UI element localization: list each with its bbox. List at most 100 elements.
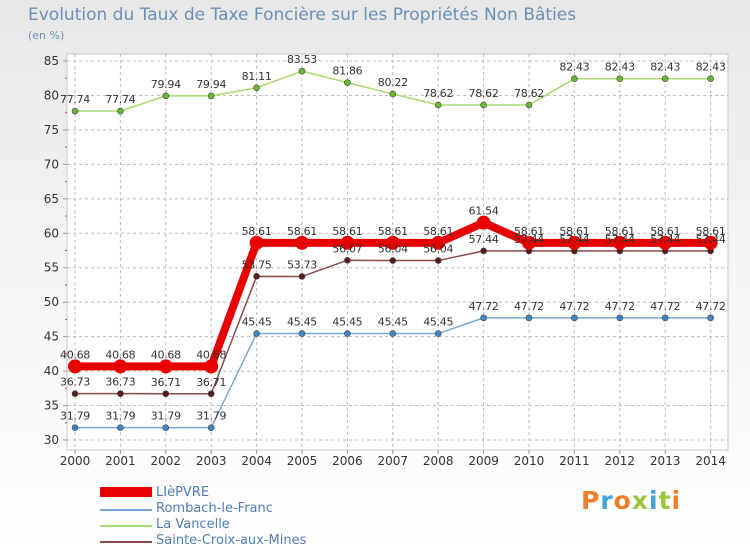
- data-label: 78.62: [423, 87, 453, 100]
- series-marker: [207, 92, 215, 100]
- series-marker: [298, 330, 306, 337]
- series-marker: [571, 314, 578, 322]
- brand-letter: t: [658, 486, 672, 515]
- series-marker: [525, 314, 533, 322]
- series-marker: [204, 359, 219, 374]
- data-label: 58.61: [287, 225, 317, 238]
- data-label: 58.61: [696, 225, 726, 238]
- series-marker: [480, 314, 487, 322]
- data-label: 40.68: [60, 348, 90, 361]
- data-label: 53.75: [242, 258, 272, 271]
- data-label: 36.71: [196, 376, 226, 389]
- data-label: 79.94: [151, 78, 181, 91]
- series-marker: [480, 247, 487, 255]
- data-label: 31.79: [196, 410, 226, 423]
- series-marker: [707, 314, 714, 322]
- y-tick-label: 65: [44, 192, 59, 206]
- series-marker: [434, 257, 442, 264]
- data-label: 40.68: [105, 348, 135, 361]
- series-marker: [707, 75, 714, 83]
- series-marker: [117, 107, 124, 115]
- chart-title: Evolution du Taux de Taxe Foncière sur l…: [28, 5, 577, 25]
- legend-item-sainte-croix: Sainte-Croix-aux-Mines: [100, 533, 400, 550]
- series-marker: [298, 67, 306, 75]
- y-tick-label: 70: [44, 157, 59, 171]
- proxiti-logo: Proxiti: [581, 486, 681, 515]
- x-tick-label: 2012: [605, 454, 636, 468]
- y-tick-label: 30: [44, 433, 59, 447]
- series-marker: [616, 75, 624, 83]
- series-marker: [207, 390, 215, 398]
- x-tick-label: 2013: [650, 454, 681, 468]
- brand-letter: r: [600, 486, 614, 515]
- data-label: 78.62: [469, 87, 499, 100]
- series-marker: [661, 314, 669, 322]
- legend-label-la-vancelle: La Vancelle: [156, 517, 230, 532]
- y-tick-label: 80: [44, 88, 59, 102]
- data-label: 45.45: [423, 316, 453, 329]
- data-label: 58.61: [559, 225, 589, 238]
- data-label: 47.72: [605, 300, 635, 313]
- series-marker: [117, 390, 124, 397]
- data-label: 80.22: [378, 76, 408, 89]
- data-label: 83.53: [287, 53, 317, 66]
- series-marker: [344, 330, 351, 337]
- series-marker: [113, 359, 128, 374]
- y-tick-label: 85: [44, 54, 59, 68]
- legend-item-la-vancelle: La Vancelle: [100, 517, 400, 534]
- data-label: 82.43: [605, 61, 635, 74]
- data-label: 57.44: [514, 233, 544, 246]
- series-marker: [431, 235, 446, 250]
- y-tick-label: 50: [44, 295, 59, 309]
- series-marker: [162, 424, 170, 431]
- x-tick-label: 2004: [241, 454, 272, 468]
- series-marker: [71, 424, 79, 431]
- data-label: 57.44: [696, 233, 726, 246]
- series-marker: [612, 235, 627, 250]
- series-marker: [476, 215, 491, 230]
- y-tick-label: 45: [44, 330, 59, 344]
- series-marker: [71, 107, 79, 115]
- data-label: 45.45: [242, 316, 272, 329]
- data-label: 56.04: [423, 243, 453, 256]
- data-label: 58.61: [650, 225, 680, 238]
- data-label: 31.79: [105, 410, 135, 423]
- data-label: 78.62: [514, 87, 544, 100]
- data-label: 53.73: [287, 258, 317, 271]
- data-label: 57.44: [605, 233, 635, 246]
- data-label: 56.04: [378, 243, 408, 256]
- data-label: 40.68: [151, 348, 181, 361]
- x-tick-label: 2000: [60, 454, 91, 468]
- legend-swatch-la-vancelle: [100, 525, 152, 527]
- data-label: 81.86: [332, 65, 362, 78]
- series-marker: [389, 90, 397, 98]
- legend-label-rombach: Rombach-le-Franc: [156, 501, 273, 516]
- series-marker: [162, 92, 170, 100]
- series-marker: [158, 359, 173, 374]
- series-marker: [298, 273, 306, 280]
- data-label: 79.94: [196, 78, 226, 91]
- x-tick-label: 2010: [514, 454, 545, 468]
- legend-label-sainte-croix: Sainte-Croix-aux-Mines: [156, 533, 307, 548]
- x-tick-label: 2006: [332, 454, 363, 468]
- chart-legend: LIèPVRE Rombach-le-Franc La Vancelle Sai…: [100, 485, 400, 550]
- data-label: 47.72: [514, 300, 544, 313]
- data-label: 58.61: [605, 225, 635, 238]
- data-label: 77.74: [105, 93, 135, 106]
- chart-unit-label: (en %): [28, 29, 65, 42]
- data-label: 36.73: [105, 376, 135, 389]
- legend-label-liepvre: LIèPVRE: [156, 485, 210, 500]
- data-label: 31.79: [60, 410, 90, 423]
- series-marker: [525, 101, 533, 109]
- series-marker: [616, 314, 624, 322]
- legend-item-rombach: Rombach-le-Franc: [100, 501, 400, 518]
- series-marker: [117, 424, 124, 431]
- series-marker: [162, 390, 170, 398]
- series-3: [68, 215, 718, 374]
- data-label: 82.43: [650, 61, 680, 74]
- data-label: 31.79: [151, 410, 181, 423]
- series-0: [71, 314, 714, 431]
- legend-swatch-liepvre: [100, 487, 152, 497]
- data-label: 82.43: [696, 61, 726, 74]
